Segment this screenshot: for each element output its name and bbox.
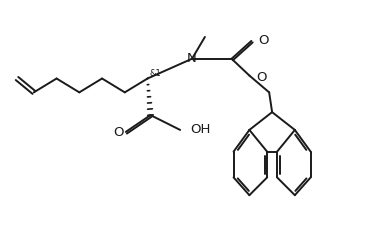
Text: OH: OH bbox=[190, 124, 210, 136]
Text: O: O bbox=[114, 126, 124, 139]
Text: O: O bbox=[258, 34, 269, 47]
Text: N: N bbox=[187, 52, 197, 65]
Text: O: O bbox=[256, 71, 267, 84]
Text: &1: &1 bbox=[149, 68, 161, 78]
